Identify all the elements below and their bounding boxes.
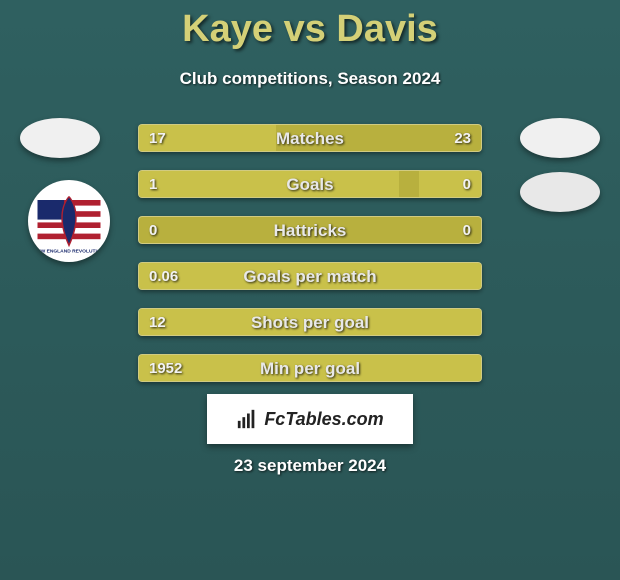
stat-label: Shots per goal [139, 309, 481, 336]
watermark-text: FcTables.com [264, 409, 383, 430]
revolution-logo-icon: NEW ENGLAND REVOLUTION [34, 186, 104, 256]
stat-row-goals: 1 Goals 0 [138, 170, 482, 198]
watermark[interactable]: FcTables.com [207, 394, 413, 444]
stat-row-goals-per-match: 0.06 Goals per match [138, 262, 482, 290]
club-right-avatar [520, 172, 600, 212]
page-title: Kaye vs Davis [0, 0, 620, 51]
player-left-avatar [20, 118, 100, 158]
stat-label: Goals per match [139, 263, 481, 290]
stat-right-value: 0 [463, 171, 471, 198]
player-right-avatar [520, 118, 600, 158]
stat-label: Matches [139, 125, 481, 152]
stats-container: 17 Matches 23 1 Goals 0 0 Hattricks 0 0.… [138, 124, 482, 400]
stat-label: Min per goal [139, 355, 481, 382]
stat-label: Hattricks [139, 217, 481, 244]
stat-row-hattricks: 0 Hattricks 0 [138, 216, 482, 244]
club-left-logo: NEW ENGLAND REVOLUTION [28, 180, 110, 262]
stat-row-matches: 17 Matches 23 [138, 124, 482, 152]
stat-right-value: 23 [454, 125, 471, 152]
svg-text:NEW ENGLAND REVOLUTION: NEW ENGLAND REVOLUTION [34, 249, 104, 255]
subtitle: Club competitions, Season 2024 [0, 69, 620, 89]
date-label: 23 september 2024 [0, 456, 620, 476]
stat-right-value: 0 [463, 217, 471, 244]
chart-icon [236, 408, 258, 430]
stat-row-min-per-goal: 1952 Min per goal [138, 354, 482, 382]
stat-label: Goals [139, 171, 481, 198]
stat-row-shots-per-goal: 12 Shots per goal [138, 308, 482, 336]
